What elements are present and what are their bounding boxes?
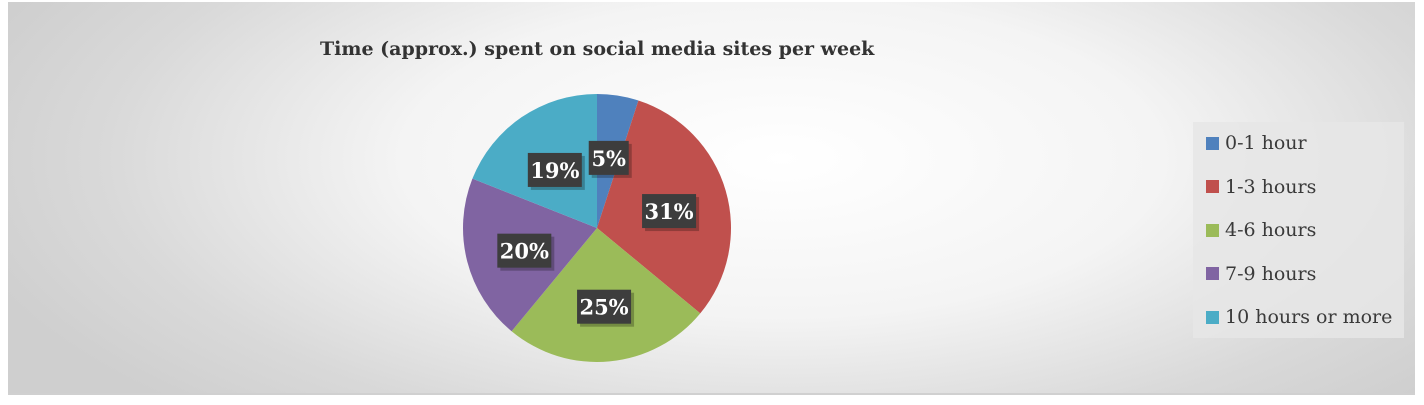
- legend-item-3: 7-9 hours: [1206, 263, 1316, 285]
- data-label-2: 25%: [577, 289, 635, 327]
- svg-text:25%: 25%: [579, 295, 628, 320]
- chart-area: Time (approx.) spent on social media sit…: [8, 2, 1415, 395]
- legend-swatch: [1206, 136, 1219, 150]
- chart-title: Time (approx.) spent on social media sit…: [320, 38, 875, 60]
- svg-text:5%: 5%: [591, 146, 626, 171]
- legend-item-1: 1-3 hours: [1206, 176, 1316, 198]
- data-label-4: 19%: [527, 152, 585, 190]
- data-label-1: 31%: [642, 194, 700, 232]
- legend-label: 1-3 hours: [1225, 175, 1317, 198]
- legend-item-4: 10 hours or more: [1206, 306, 1392, 328]
- legend-item-2: 4-6 hours: [1206, 219, 1316, 241]
- legend-label: 4-6 hours: [1225, 219, 1317, 241]
- legend-item-0: 0-1 hour: [1206, 132, 1307, 154]
- legend-label: 0-1 hour: [1225, 132, 1307, 154]
- legend-swatch: [1206, 310, 1219, 324]
- data-label-3: 20%: [497, 233, 555, 271]
- svg-text:31%: 31%: [644, 199, 693, 224]
- legend: 0-1 hour 1-3 hours 4-6 hours 7-9 hours 10 ho…: [1193, 122, 1404, 338]
- legend-swatch: [1206, 267, 1219, 280]
- legend-swatch: [1206, 223, 1219, 237]
- svg-text:20%: 20%: [500, 239, 549, 264]
- legend-label: 10 hours or more: [1225, 306, 1393, 328]
- svg-text:19%: 19%: [530, 158, 579, 183]
- data-label-0: 5%: [588, 140, 632, 178]
- legend-swatch: [1206, 180, 1219, 193]
- legend-label: 7-9 hours: [1225, 262, 1317, 285]
